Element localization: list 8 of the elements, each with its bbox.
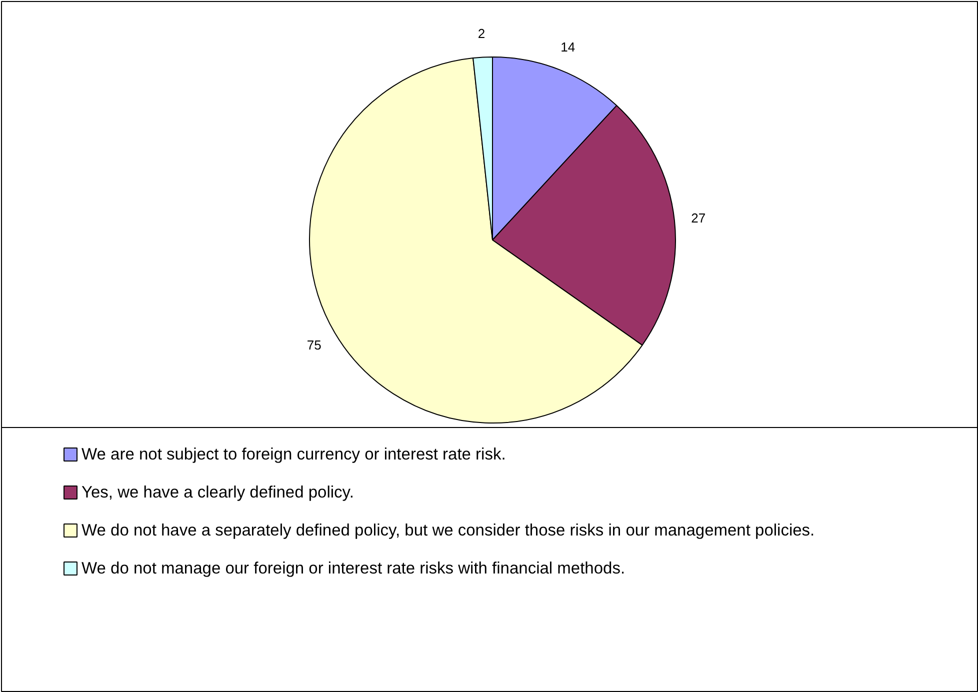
data-label: 27 [691,210,706,226]
data-label: 2 [478,26,486,41]
data-label: 75 [306,338,322,353]
legend-label: We do not manage our foreign or interest rate risks with financial methods. [82,560,626,578]
legend-label: We are not subject to foreign currency or interest rate risk. [82,446,506,464]
data-label: 14 [560,40,576,55]
legend-label: Yes, we have a clearly defined policy. [82,484,354,502]
legend-label: We do not have a separately defined policy, but we consider those risks in our management policies. [82,522,815,540]
